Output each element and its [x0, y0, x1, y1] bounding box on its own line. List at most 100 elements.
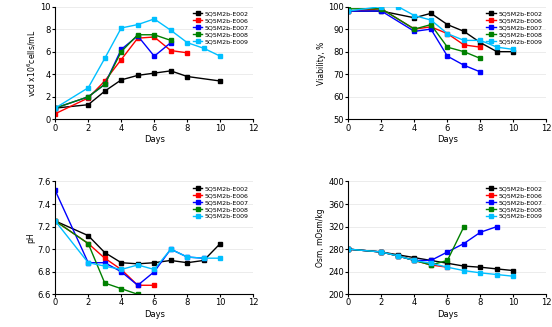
- 5Q5M2b-E007: [477, 230, 484, 234]
- Line: 5Q5M2b-E007: 5Q5M2b-E007: [346, 225, 499, 263]
- 5Q5M2b-E002: [460, 29, 467, 33]
- 5Q5M2b-E006: [444, 32, 451, 36]
- 5Q5M2b-E008: [85, 95, 92, 99]
- 5Q5M2b-E006: [428, 263, 434, 267]
- 5Q5M2b-E009: [184, 255, 190, 259]
- 5Q5M2b-E007: [460, 63, 467, 67]
- 5Q5M2b-E007: [52, 189, 59, 193]
- 5Q5M2b-E008: [378, 7, 385, 11]
- 5Q5M2b-E007: [135, 34, 141, 38]
- 5Q5M2b-E002: [118, 261, 125, 265]
- Line: 5Q5M2b-E002: 5Q5M2b-E002: [53, 69, 222, 110]
- 5Q5M2b-E009: [411, 258, 418, 262]
- 5Q5M2b-E006: [151, 35, 157, 39]
- 5Q5M2b-E008: [102, 82, 108, 86]
- 5Q5M2b-E007: [428, 258, 434, 262]
- 5Q5M2b-E009: [85, 86, 92, 90]
- 5Q5M2b-E002: [184, 261, 190, 265]
- 5Q5M2b-E008: [85, 242, 92, 246]
- 5Q5M2b-E007: [151, 270, 157, 274]
- 5Q5M2b-E009: [493, 45, 500, 49]
- 5Q5M2b-E009: [217, 256, 224, 260]
- 5Q5M2b-E002: [167, 258, 174, 262]
- 5Q5M2b-E006: [378, 250, 385, 254]
- 5Q5M2b-E008: [460, 225, 467, 229]
- Line: 5Q5M2b-E009: 5Q5M2b-E009: [53, 17, 222, 110]
- 5Q5M2b-E008: [428, 263, 434, 267]
- 5Q5M2b-E006: [411, 27, 418, 31]
- 5Q5M2b-E002: [395, 253, 401, 257]
- 5Q5M2b-E008: [135, 33, 141, 37]
- 5Q5M2b-E006: [477, 45, 484, 49]
- 5Q5M2b-E007: [378, 250, 385, 254]
- 5Q5M2b-E006: [460, 43, 467, 47]
- 5Q5M2b-E002: [411, 16, 418, 20]
- Line: 5Q5M2b-E009: 5Q5M2b-E009: [346, 247, 516, 278]
- 5Q5M2b-E002: [428, 258, 434, 262]
- 5Q5M2b-E006: [52, 112, 59, 116]
- Line: 5Q5M2b-E009: 5Q5M2b-E009: [53, 219, 222, 271]
- Line: 5Q5M2b-E007: 5Q5M2b-E007: [346, 9, 482, 74]
- Line: 5Q5M2b-E006: 5Q5M2b-E006: [346, 7, 482, 49]
- 5Q5M2b-E009: [135, 263, 141, 267]
- Legend: 5Q5M2b-E002, 5Q5M2b-E006, 5Q5M2b-E007, 5Q5M2b-E008, 5Q5M2b-E009: 5Q5M2b-E002, 5Q5M2b-E006, 5Q5M2b-E007, 5…: [485, 184, 543, 220]
- Line: 5Q5M2b-E007: 5Q5M2b-E007: [53, 188, 206, 287]
- 5Q5M2b-E006: [102, 256, 108, 260]
- 5Q5M2b-E007: [200, 256, 207, 260]
- 5Q5M2b-E007: [411, 258, 418, 262]
- 5Q5M2b-E007: [378, 9, 385, 13]
- 5Q5M2b-E002: [345, 247, 352, 251]
- 5Q5M2b-E006: [411, 258, 418, 262]
- 5Q5M2b-E009: [395, 5, 401, 9]
- 5Q5M2b-E008: [428, 23, 434, 26]
- 5Q5M2b-E006: [85, 242, 92, 246]
- 5Q5M2b-E002: [85, 234, 92, 238]
- 5Q5M2b-E009: [477, 271, 484, 275]
- 5Q5M2b-E009: [102, 264, 108, 268]
- 5Q5M2b-E006: [135, 36, 141, 40]
- 5Q5M2b-E009: [510, 274, 517, 278]
- 5Q5M2b-E006: [428, 25, 434, 29]
- 5Q5M2b-E002: [102, 89, 108, 93]
- 5Q5M2b-E009: [151, 17, 157, 21]
- 5Q5M2b-E008: [378, 250, 385, 254]
- 5Q5M2b-E002: [460, 264, 467, 268]
- 5Q5M2b-E009: [52, 106, 59, 110]
- 5Q5M2b-E002: [52, 219, 59, 223]
- 5Q5M2b-E009: [378, 5, 385, 9]
- 5Q5M2b-E008: [460, 50, 467, 54]
- 5Q5M2b-E002: [217, 242, 224, 246]
- 5Q5M2b-E002: [85, 103, 92, 107]
- Line: 5Q5M2b-E008: 5Q5M2b-E008: [53, 219, 140, 296]
- 5Q5M2b-E009: [444, 32, 451, 36]
- 5Q5M2b-E006: [395, 254, 401, 258]
- 5Q5M2b-E009: [460, 269, 467, 273]
- 5Q5M2b-E009: [493, 273, 500, 277]
- 5Q5M2b-E006: [184, 51, 190, 55]
- Line: 5Q5M2b-E002: 5Q5M2b-E002: [346, 9, 516, 54]
- 5Q5M2b-E008: [477, 57, 484, 60]
- 5Q5M2b-E008: [151, 33, 157, 37]
- 5Q5M2b-E002: [493, 50, 500, 54]
- Line: 5Q5M2b-E008: 5Q5M2b-E008: [53, 33, 173, 110]
- 5Q5M2b-E002: [151, 261, 157, 265]
- 5Q5M2b-E007: [135, 283, 141, 287]
- 5Q5M2b-E008: [52, 106, 59, 110]
- 5Q5M2b-E009: [444, 265, 451, 269]
- 5Q5M2b-E006: [345, 247, 352, 251]
- Line: 5Q5M2b-E006: 5Q5M2b-E006: [53, 35, 189, 116]
- 5Q5M2b-E009: [378, 250, 385, 254]
- 5Q5M2b-E002: [52, 106, 59, 110]
- 5Q5M2b-E009: [184, 41, 190, 44]
- 5Q5M2b-E007: [184, 255, 190, 259]
- 5Q5M2b-E002: [151, 71, 157, 75]
- 5Q5M2b-E002: [493, 267, 500, 271]
- Legend: 5Q5M2b-E002, 5Q5M2b-E006, 5Q5M2b-E007, 5Q5M2b-E008, 5Q5M2b-E009: 5Q5M2b-E002, 5Q5M2b-E006, 5Q5M2b-E007, 5…: [192, 184, 250, 220]
- Line: 5Q5M2b-E006: 5Q5M2b-E006: [346, 247, 449, 269]
- 5Q5M2b-E007: [102, 82, 108, 86]
- Legend: 5Q5M2b-E002, 5Q5M2b-E006, 5Q5M2b-E007, 5Q5M2b-E008, 5Q5M2b-E009: 5Q5M2b-E002, 5Q5M2b-E006, 5Q5M2b-E007, 5…: [192, 10, 250, 45]
- 5Q5M2b-E008: [444, 258, 451, 262]
- 5Q5M2b-E002: [378, 9, 385, 13]
- 5Q5M2b-E006: [85, 96, 92, 100]
- 5Q5M2b-E002: [200, 258, 207, 262]
